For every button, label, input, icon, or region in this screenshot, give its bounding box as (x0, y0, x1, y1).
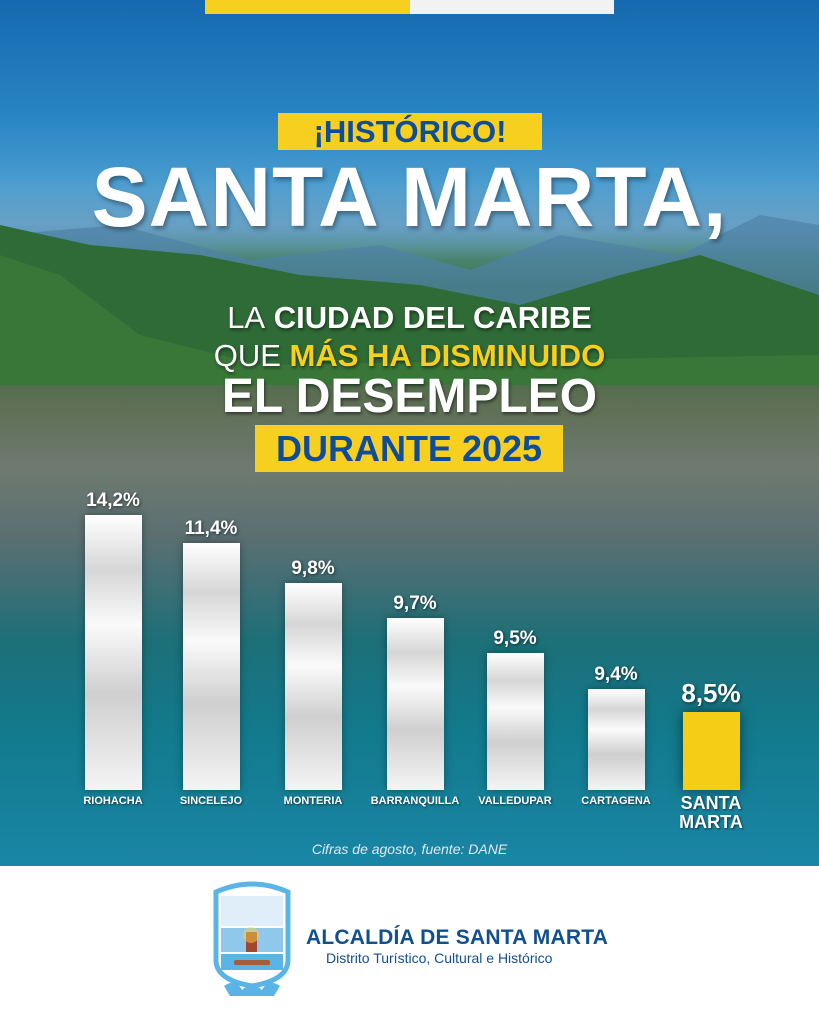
category-label: CARTAGENA (581, 795, 651, 807)
category-label: SINCELEJO (179, 795, 243, 807)
bar-riohacha (84, 515, 142, 790)
bar-cartagena (587, 689, 645, 790)
org-subtitle: Distrito Turístico, Cultural e Histórico (326, 950, 553, 966)
top-accent-yellow (205, 0, 410, 14)
main-title: SANTA MARTA, (91, 150, 728, 244)
subtitle-line-2-bold: MÁS HA DISMINUIDO (289, 338, 606, 373)
poster-background: ¡HISTÓRICO! SANTA MARTA, LA CIUDAD DEL C… (0, 0, 819, 866)
value-label: 11,4% (184, 518, 238, 539)
value-label: 9,4% (594, 664, 638, 685)
bar-monteria (284, 583, 342, 790)
category-label: SANTA MARTA (679, 793, 743, 832)
bar-valledupar (486, 653, 544, 790)
subtitle-line-3: EL DESEMPLEO (221, 370, 598, 423)
source-note: Cifras de agosto, fuente: DANE (311, 841, 508, 857)
value-label: 9,8% (291, 558, 335, 579)
category-label: RIOHACHA (83, 795, 143, 807)
value-label: 9,5% (493, 628, 537, 649)
category-label: MONTERIA (283, 795, 343, 807)
value-label: 8,5% (681, 678, 741, 708)
coat-of-arms-logo (213, 881, 291, 996)
value-label: 14,2% (86, 490, 140, 511)
subtitle-line-2-thin: QUE (213, 338, 281, 373)
category-label: BARRANQUILLA (370, 795, 460, 807)
historico-badge: ¡HISTÓRICO! (278, 113, 542, 150)
category-label: VALLEDUPAR (478, 795, 552, 807)
subtitle-line-1-thin: LA (227, 300, 266, 335)
subtitle-line-1: LA CIUDAD DEL CARIBE (0, 300, 819, 336)
org-name: ALCALDÍA DE SANTA MARTA (306, 926, 609, 949)
footer: ALCALDÍA DE SANTA MARTA Distrito Turísti… (0, 866, 819, 1024)
mountains-graphic (0, 215, 819, 385)
subtitle-line-1-bold: CIUDAD DEL CARIBE (273, 300, 592, 335)
bar-barranquilla (386, 618, 444, 790)
subtitle-line-2: QUE MÁS HA DISMINUIDO (0, 338, 819, 374)
bar-santa-marta (682, 712, 740, 790)
value-label: 9,7% (393, 593, 437, 614)
top-accent-white (410, 0, 614, 14)
bar-sincelejo (182, 543, 240, 790)
year-badge: DURANTE 2025 (255, 425, 563, 472)
